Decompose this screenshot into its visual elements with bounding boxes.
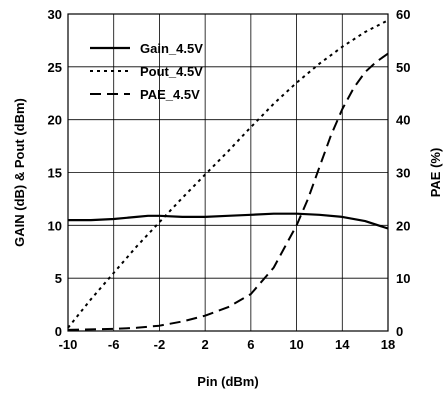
legend-label: PAE_4.5V	[140, 87, 200, 102]
x-tick-label: -6	[108, 337, 120, 352]
right-y-tick-label: 0	[396, 324, 403, 339]
right-y-tick-label: 10	[396, 271, 410, 286]
series-line-pae-4-5v	[67, 52, 389, 331]
series-lines	[67, 19, 389, 331]
x-tick-labels: -10 -6 -2 2 6 10 14 18	[59, 337, 396, 352]
grid	[67, 13, 389, 332]
legend-label: Pout_4.5V	[140, 64, 203, 79]
x-tick-label: -2	[154, 337, 166, 352]
left-y-tick-label: 5	[55, 271, 62, 286]
x-tick-label: 2	[202, 337, 209, 352]
left-y-tick-label: 30	[48, 7, 62, 22]
right-y-tick-labels: 0 10 20 30 40 50 60	[396, 7, 410, 339]
right-y-tick-label: 20	[396, 218, 410, 233]
legend: Gain_4.5V Pout_4.5V PAE_4.5V	[90, 41, 203, 102]
left-y-tick-label: 10	[48, 218, 62, 233]
left-y-axis-title: GAIN (dB) & Pout (dBm)	[12, 98, 27, 247]
x-tick-label: 10	[289, 337, 303, 352]
left-y-tick-label: 15	[48, 166, 62, 181]
series-line-gain-4-5v	[68, 212, 389, 230]
left-y-tick-label: 25	[48, 60, 62, 75]
plot-frame	[67, 13, 389, 332]
legend-label: Gain_4.5V	[140, 41, 203, 56]
right-y-tick-label: 50	[396, 60, 410, 75]
right-y-tick-label: 60	[396, 7, 410, 22]
x-axis-title: Pin (dBm)	[197, 374, 258, 389]
left-y-tick-label: 20	[48, 113, 62, 128]
x-tick-label: 18	[381, 337, 395, 352]
series-line-pout-4-5v	[67, 19, 389, 329]
x-tick-label: 6	[247, 337, 254, 352]
x-tick-label: 14	[335, 337, 350, 352]
right-y-axis-title: PAE (%)	[428, 148, 443, 198]
right-y-tick-label: 40	[396, 113, 410, 128]
left-y-tick-label: 0	[55, 324, 62, 339]
x-tick-label: -10	[59, 337, 78, 352]
right-y-tick-label: 30	[396, 166, 410, 181]
left-y-tick-labels: 0 5 10 15 20 25 30	[48, 7, 62, 339]
